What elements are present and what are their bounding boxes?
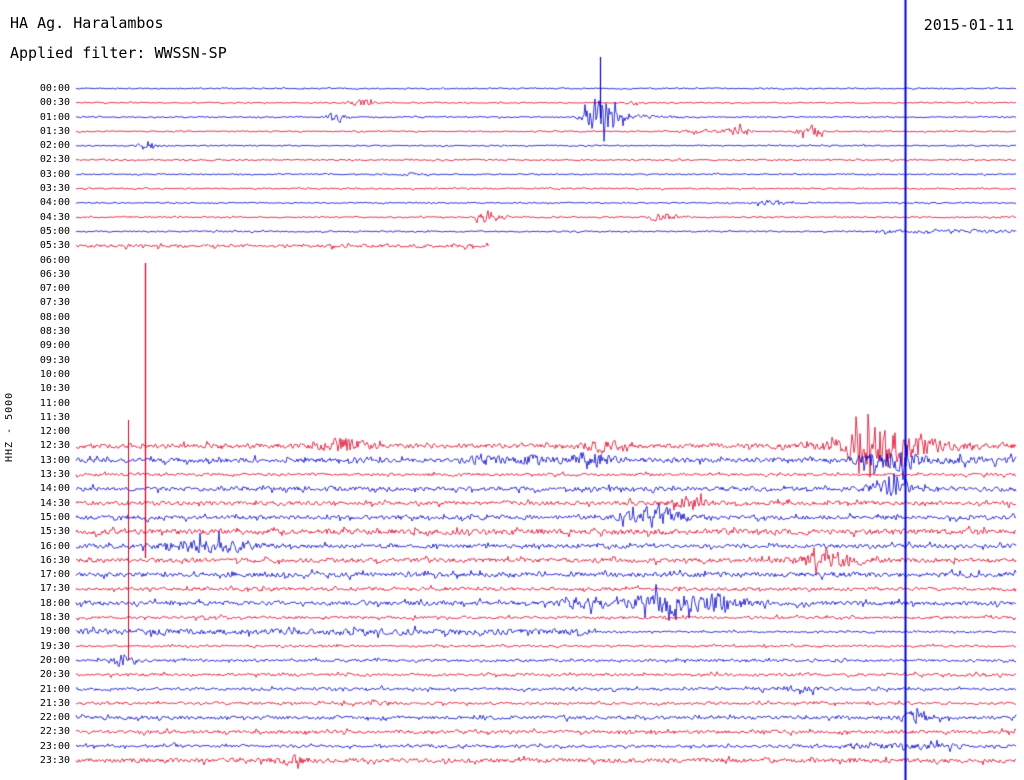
time-label: 15:30	[39, 526, 70, 538]
time-label: 21:30	[39, 697, 70, 709]
time-label: 20:00	[39, 654, 70, 666]
time-label: 06:00	[39, 254, 70, 266]
time-label: 16:30	[39, 554, 70, 566]
time-label: 15:00	[39, 511, 70, 523]
time-label: 05:30	[39, 240, 70, 252]
time-label: 18:30	[39, 612, 70, 624]
time-label: 07:00	[39, 283, 70, 295]
time-label: 12:00	[39, 426, 70, 438]
filter-label: Applied filter: WWSSN-SP	[10, 44, 227, 62]
time-label: 14:30	[39, 497, 70, 509]
time-label: 00:00	[39, 83, 70, 94]
time-label: 23:00	[39, 740, 70, 752]
time-label: 11:00	[39, 397, 70, 409]
time-label: 11:30	[39, 411, 70, 423]
time-label: 08:30	[39, 326, 70, 338]
time-label: 10:30	[39, 383, 70, 395]
time-label: 18:00	[39, 597, 70, 609]
time-label: 16:00	[39, 540, 70, 552]
time-label: 22:30	[39, 726, 70, 738]
time-label: 04:00	[39, 197, 70, 209]
time-label: 12:30	[39, 440, 70, 452]
time-label: 17:30	[39, 583, 70, 595]
time-label: 13:30	[39, 469, 70, 481]
time-label: 01:00	[39, 111, 70, 123]
time-label: 01:30	[39, 125, 70, 137]
time-label: 05:00	[39, 225, 70, 237]
time-label: 19:00	[39, 626, 70, 638]
time-label: 06:30	[39, 268, 70, 280]
time-label: 13:00	[39, 454, 70, 466]
time-label: 08:00	[39, 311, 70, 323]
time-label: 03:30	[39, 183, 70, 195]
time-label: 09:00	[39, 340, 70, 352]
time-label: 02:00	[39, 140, 70, 152]
date-label: 2015-01-11	[923, 16, 1014, 34]
time-label: 17:00	[39, 569, 70, 581]
time-label: 20:30	[39, 669, 70, 681]
time-label: 10:00	[39, 368, 70, 380]
time-label: 04:30	[39, 211, 70, 223]
time-label: 22:00	[39, 712, 70, 724]
station-name: HA Ag. Haralambos	[10, 14, 164, 32]
time-label: 03:00	[39, 168, 70, 180]
time-label: 23:30	[39, 755, 70, 766]
time-label: 00:30	[39, 97, 70, 109]
time-label: 09:30	[39, 354, 70, 366]
time-label: 19:30	[39, 640, 70, 652]
time-label: 21:00	[39, 683, 70, 695]
time-label: 14:00	[39, 483, 70, 495]
time-label: 02:30	[39, 154, 70, 166]
time-label: 07:30	[39, 297, 70, 309]
